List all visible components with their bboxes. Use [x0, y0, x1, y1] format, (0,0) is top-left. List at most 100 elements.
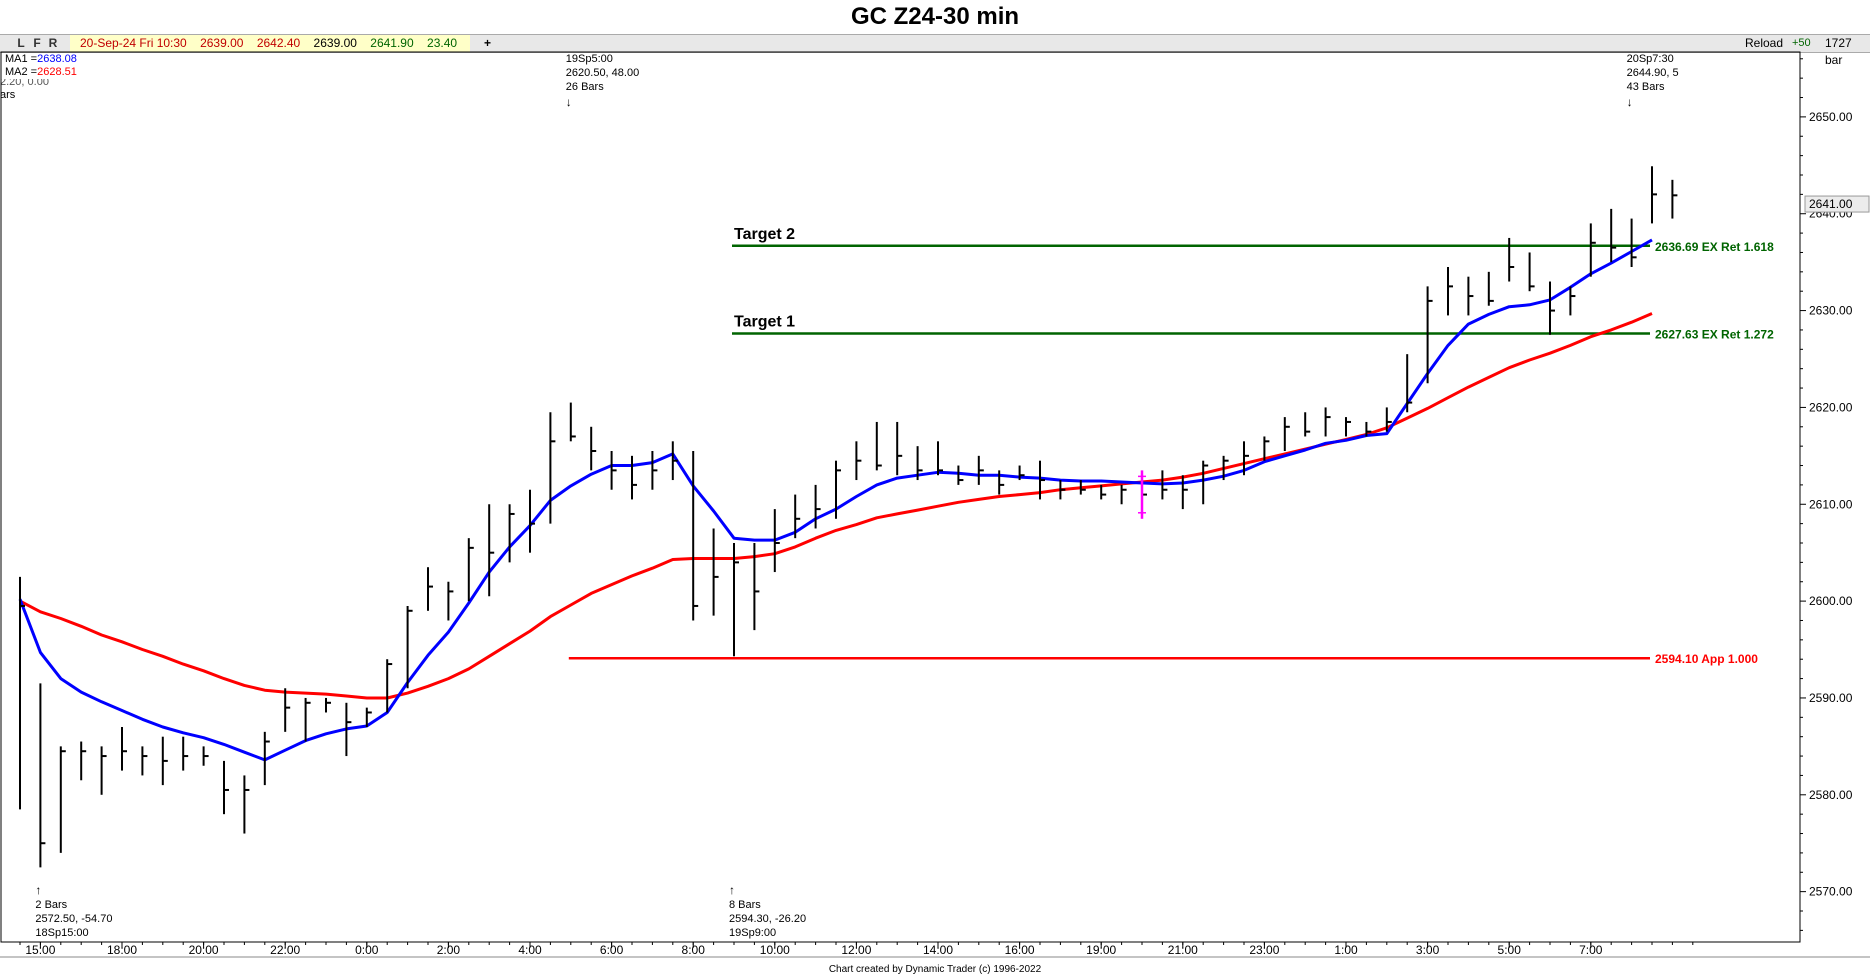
swing-low-annotation-2-text: 19Sp9:00: [729, 927, 776, 939]
ohlc-bar: [753, 543, 760, 631]
x-tick-label: 18:00: [107, 943, 137, 957]
ohlc-bar: [19, 576, 25, 810]
x-tick-label: 7:00: [1579, 943, 1603, 957]
y-tick-label: 2650.00: [1809, 110, 1853, 124]
x-tick-label: 22:00: [270, 943, 300, 957]
swing-high-annotation-1-text: 26 Bars: [566, 81, 604, 93]
ohlc-bar: [957, 465, 964, 485]
ohlc-bar: [1467, 276, 1474, 316]
ohlc-bar: [1181, 475, 1188, 510]
ohlc-bar: [937, 441, 943, 476]
quote-open: 2639.00: [200, 36, 244, 50]
swing-low-annotation-1-text: 2 Bars: [35, 899, 67, 911]
ohlc-bar: [1222, 455, 1229, 481]
toolbar-button-r[interactable]: R: [48, 36, 58, 50]
target-1-line-caption: Target 1: [734, 314, 795, 331]
x-tick-label: 23:00: [1249, 943, 1279, 957]
ohlc-bar: [1202, 460, 1209, 505]
y-tick-label: 2590.00: [1809, 691, 1853, 705]
ohlc-bar: [1324, 407, 1331, 437]
ohlc-bar: [304, 697, 311, 742]
ohlc-bar: [651, 450, 658, 490]
reload-button[interactable]: Reload: [1745, 36, 1784, 50]
ohlc-bar: [80, 741, 87, 781]
swing-high-annotation-1-arrow: ↓: [566, 95, 572, 109]
ohlc-bar: [1671, 179, 1678, 219]
ohlc-bar: [773, 509, 780, 573]
add-button[interactable]: +: [484, 36, 492, 50]
ma2-value: 2628.51: [37, 66, 77, 78]
ohlc-bar: [1039, 460, 1045, 500]
ohlc-bar: [529, 489, 535, 553]
ohlc-bar: [977, 455, 984, 485]
ohlc-bar: [447, 581, 454, 621]
swing-low-annotation-2-arrow: ↑: [729, 883, 735, 897]
ohlc-bar: [1549, 281, 1555, 335]
swing-high-annotation-2-arrow: ↓: [1627, 95, 1633, 109]
ohlc-bar: [1365, 421, 1372, 437]
ohlc-bar: [998, 470, 1005, 495]
quote-date: 20-Sep-24 Fri 10:30: [80, 36, 187, 50]
ohlc-bar: [712, 528, 719, 616]
ohlc-bar: [1447, 266, 1453, 316]
ohlc-bar: [814, 484, 821, 529]
quote-change: 23.40: [427, 36, 458, 50]
quote-high: 2642.40: [256, 36, 301, 50]
swing-low-annotation-2-text: 2594.30, -26.20: [729, 913, 806, 925]
x-tick-label: 12:00: [841, 943, 871, 957]
ohlc-bar: [692, 450, 699, 621]
ohlc-bar: [325, 697, 331, 713]
ohlc-bar: [1059, 480, 1066, 500]
ohlc-bar: [284, 688, 291, 732]
swing-high-annotation-1-text: 2620.50, 48.00: [566, 67, 639, 79]
ohlc-bar: [508, 504, 515, 563]
swing-high-annotation-2-text: 20Sp7:30: [1627, 53, 1674, 65]
ohlc-bar: [263, 731, 270, 786]
toolbar-button-l[interactable]: L: [17, 36, 25, 50]
ohlc-bar: [1569, 286, 1576, 316]
ohlc-bar: [1120, 484, 1127, 505]
target-1-line-label: 2627.63 EX Ret 1.272: [1655, 328, 1774, 342]
swing-high-annotation-1-text: 19Sp5:00: [566, 53, 613, 65]
ohlc-bar: [631, 455, 637, 500]
x-tick-label: 0:00: [355, 943, 379, 957]
ohlc-bar: [569, 402, 576, 442]
ohlc-bar: [1079, 480, 1086, 495]
ohlc-bar: [100, 746, 107, 795]
ohlc-bar: [427, 567, 433, 611]
ohlc-bar: [1385, 407, 1392, 432]
ohlc-bar: [671, 441, 678, 481]
ohlc-bar: [223, 760, 229, 815]
ohlc-bar: [1487, 271, 1494, 306]
quote-bar: 20-Sep-24 Fri 10:30 2639.00 2642.40 2639…: [70, 35, 470, 52]
ohlc-bar: [161, 736, 168, 786]
ohlc-bar: [1630, 218, 1637, 267]
ohlc-bar: [406, 605, 413, 689]
quote-low: 2639.00: [313, 36, 357, 50]
ohlc-bar: [345, 702, 352, 757]
ohlc-bar: [1283, 417, 1290, 451]
ohlc-bar: [467, 538, 474, 602]
ohlc-bar: [182, 736, 189, 771]
ohlc-bar: [794, 494, 801, 539]
ohlc-bar: [1406, 354, 1413, 413]
bar-increment[interactable]: +50: [1792, 37, 1811, 49]
ohlc-bar: [590, 426, 597, 471]
ohlc-bar: [733, 543, 739, 657]
ohlc-bar: [1528, 252, 1535, 292]
ohlc-bar: [1426, 286, 1433, 384]
ma1-label: MA1 =: [5, 53, 38, 65]
x-tick-label: 10:00: [760, 943, 790, 957]
y-tick-label: 2630.00: [1809, 304, 1853, 318]
ohlc-bar: [59, 746, 66, 853]
toolbar-button-f[interactable]: F: [33, 36, 41, 50]
ohlc-bar: [916, 446, 923, 481]
ohlc-bar: [835, 460, 841, 519]
y-tick-label: 2570.00: [1809, 885, 1853, 899]
quote-close: 2641.90: [370, 36, 414, 50]
x-tick-label: 16:00: [1005, 943, 1035, 957]
x-tick-label: 2:00: [437, 943, 461, 957]
target-2-line-caption: Target 2: [734, 226, 795, 243]
